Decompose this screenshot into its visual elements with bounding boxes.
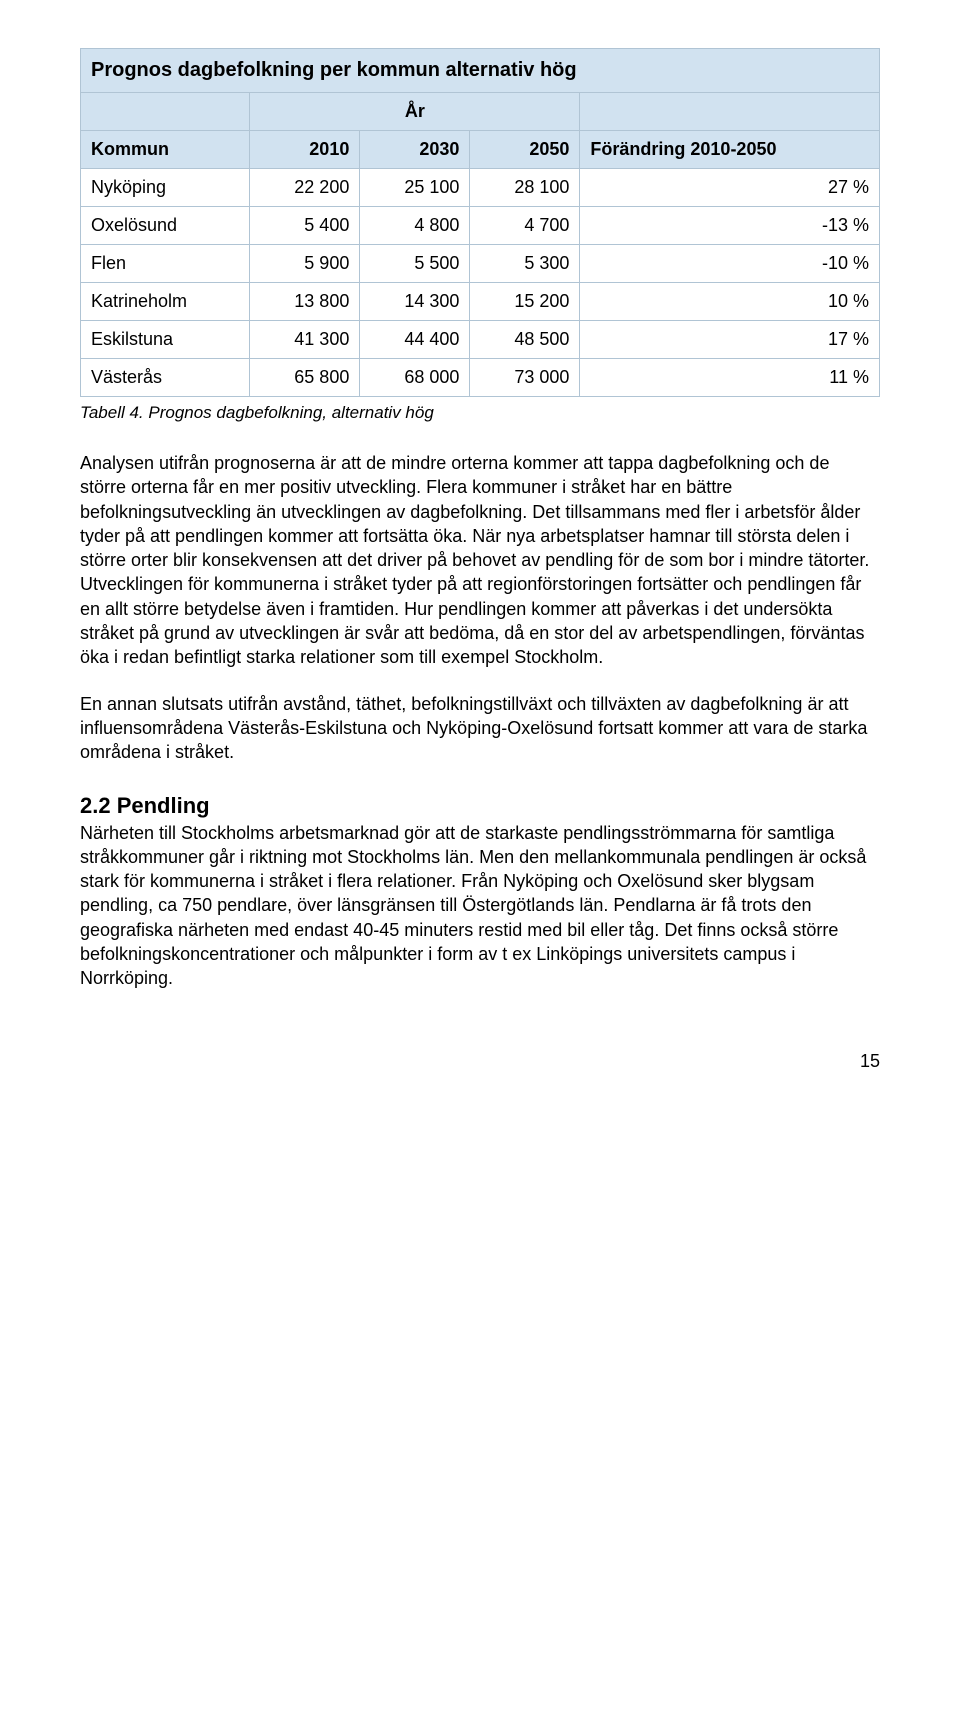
cell-name: Flen bbox=[81, 245, 250, 283]
section-heading-pendling: 2.2 Pendling bbox=[80, 793, 880, 819]
cell-2050: 28 100 bbox=[470, 169, 580, 207]
table-title-row: Prognos dagbefolkning per kommun alterna… bbox=[81, 49, 880, 93]
col-2030: 2030 bbox=[360, 131, 470, 169]
table-year-empty bbox=[81, 93, 250, 131]
cell-name: Oxelösund bbox=[81, 207, 250, 245]
page: Prognos dagbefolkning per kommun alterna… bbox=[0, 0, 960, 1108]
cell-2010: 22 200 bbox=[250, 169, 360, 207]
cell-2030: 4 800 bbox=[360, 207, 470, 245]
table-row: Katrineholm 13 800 14 300 15 200 10 % bbox=[81, 283, 880, 321]
cell-2030: 14 300 bbox=[360, 283, 470, 321]
cell-name: Nyköping bbox=[81, 169, 250, 207]
cell-name: Eskilstuna bbox=[81, 321, 250, 359]
table-year-empty2 bbox=[580, 93, 880, 131]
table-row: Nyköping 22 200 25 100 28 100 27 % bbox=[81, 169, 880, 207]
cell-name: Västerås bbox=[81, 359, 250, 397]
paragraph-analysis: Analysen utifrån prognoserna är att de m… bbox=[80, 451, 880, 670]
cell-change: 10 % bbox=[580, 283, 880, 321]
paragraph-pendling: Närheten till Stockholms arbetsmarknad g… bbox=[80, 821, 880, 991]
cell-name: Katrineholm bbox=[81, 283, 250, 321]
cell-2010: 5 400 bbox=[250, 207, 360, 245]
cell-2030: 5 500 bbox=[360, 245, 470, 283]
cell-2050: 4 700 bbox=[470, 207, 580, 245]
cell-2010: 65 800 bbox=[250, 359, 360, 397]
cell-change: 17 % bbox=[580, 321, 880, 359]
cell-2030: 68 000 bbox=[360, 359, 470, 397]
table-row: Oxelösund 5 400 4 800 4 700 -13 % bbox=[81, 207, 880, 245]
cell-change: 11 % bbox=[580, 359, 880, 397]
table-row: Västerås 65 800 68 000 73 000 11 % bbox=[81, 359, 880, 397]
cell-2010: 41 300 bbox=[250, 321, 360, 359]
table-row: Eskilstuna 41 300 44 400 48 500 17 % bbox=[81, 321, 880, 359]
cell-2050: 5 300 bbox=[470, 245, 580, 283]
cell-2050: 73 000 bbox=[470, 359, 580, 397]
cell-2050: 15 200 bbox=[470, 283, 580, 321]
table-caption: Tabell 4. Prognos dagbefolkning, alterna… bbox=[80, 403, 880, 423]
col-kommun: Kommun bbox=[81, 131, 250, 169]
table-year-row: År bbox=[81, 93, 880, 131]
paragraph-conclusion: En annan slutsats utifrån avstånd, täthe… bbox=[80, 692, 880, 765]
cell-2030: 25 100 bbox=[360, 169, 470, 207]
cell-2050: 48 500 bbox=[470, 321, 580, 359]
cell-change: -10 % bbox=[580, 245, 880, 283]
table-header-row: Kommun 2010 2030 2050 Förändring 2010-20… bbox=[81, 131, 880, 169]
col-2010: 2010 bbox=[250, 131, 360, 169]
table-year-label: År bbox=[250, 93, 580, 131]
cell-change: 27 % bbox=[580, 169, 880, 207]
table-row: Flen 5 900 5 500 5 300 -10 % bbox=[81, 245, 880, 283]
cell-2010: 5 900 bbox=[250, 245, 360, 283]
col-change: Förändring 2010-2050 bbox=[580, 131, 880, 169]
cell-2030: 44 400 bbox=[360, 321, 470, 359]
table-title: Prognos dagbefolkning per kommun alterna… bbox=[81, 49, 880, 93]
cell-change: -13 % bbox=[580, 207, 880, 245]
cell-2010: 13 800 bbox=[250, 283, 360, 321]
col-2050: 2050 bbox=[470, 131, 580, 169]
forecast-table: Prognos dagbefolkning per kommun alterna… bbox=[80, 48, 880, 397]
page-number: 15 bbox=[80, 1051, 880, 1072]
